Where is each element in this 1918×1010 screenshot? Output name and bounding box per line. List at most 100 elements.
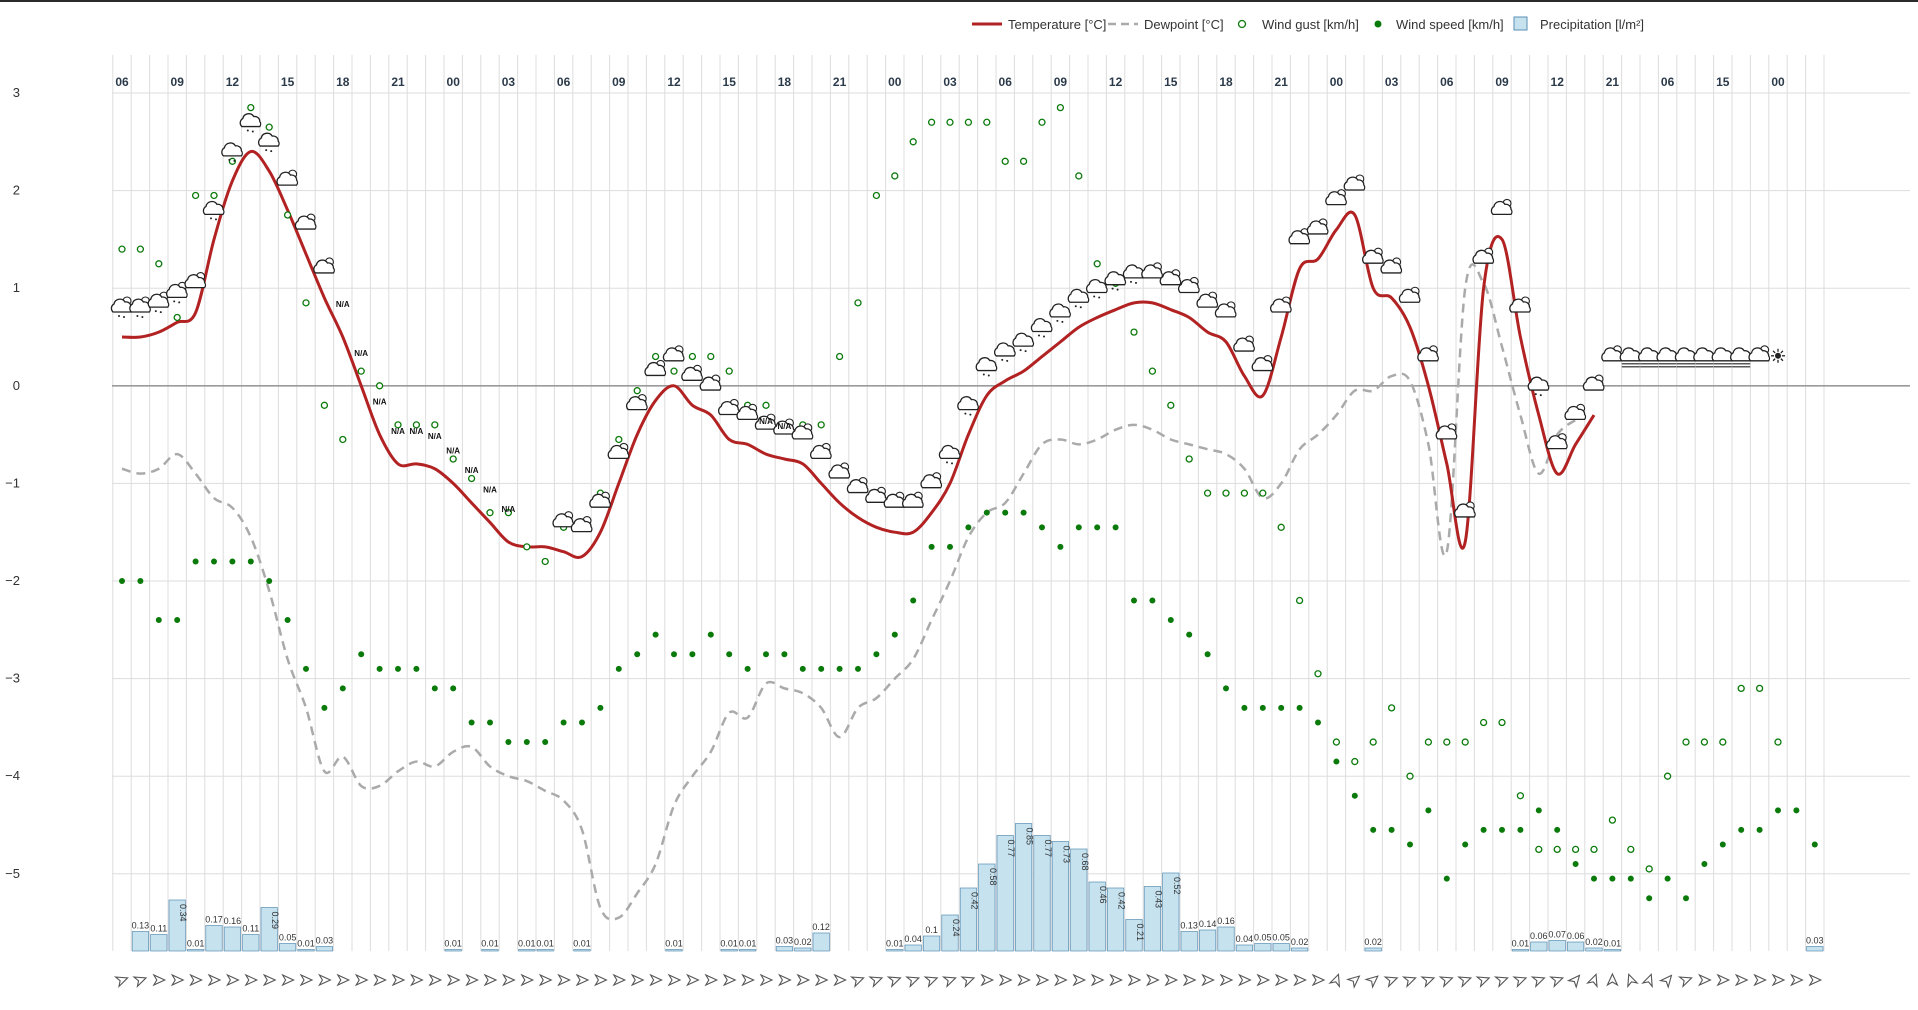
- wind-direction-arrow: [428, 973, 443, 987]
- wind-direction-arrow: [1182, 973, 1197, 987]
- snowflake: [1093, 295, 1096, 298]
- gust-point: [762, 401, 770, 409]
- speed-point: [1370, 826, 1377, 833]
- wind-direction-arrow: [704, 973, 719, 987]
- precip-label: 0.01: [297, 939, 315, 949]
- arrow-shape: [778, 973, 792, 987]
- arrow-shape: [833, 973, 847, 987]
- wind-direction-arrow: [299, 973, 314, 987]
- gust-point: [173, 313, 181, 322]
- cloud-shape: [920, 474, 943, 489]
- gust-point: [228, 157, 237, 165]
- cloud-shape: [1049, 303, 1071, 318]
- arrow-shape: [649, 973, 663, 987]
- temperature-line: [121, 150, 1596, 559]
- wind-direction-arrow: [1627, 973, 1639, 989]
- precip-label: 0.06: [1530, 931, 1548, 941]
- speed-point: [634, 651, 641, 658]
- arrow-shape: [1328, 973, 1341, 989]
- partly-cloudy-icon: [1362, 247, 1384, 264]
- cloud-shape: [1178, 279, 1200, 294]
- snowflake: [1061, 320, 1064, 323]
- gust-point: [835, 352, 844, 361]
- gust-point: [891, 172, 899, 180]
- speed-point: [1057, 543, 1064, 550]
- arrow-shape: [575, 973, 590, 987]
- speed-point: [910, 597, 917, 604]
- na-label: N/A: [354, 349, 368, 358]
- cloud-shape: [202, 200, 225, 216]
- precip-bar: [1272, 943, 1290, 952]
- speed-point: [1811, 841, 1818, 848]
- na-label: N/A: [391, 427, 405, 436]
- snowflake: [1135, 281, 1137, 284]
- speed-point: [1425, 807, 1432, 814]
- partly-cloudy-snow-icon: [110, 296, 133, 318]
- arrow-shape: [1566, 974, 1581, 989]
- snowflake: [154, 310, 157, 313]
- cloud-shape: [239, 113, 262, 128]
- gust-point: [1332, 738, 1341, 746]
- speed-point: [891, 631, 898, 638]
- precip-bar: [941, 914, 959, 952]
- hour-label: 12: [226, 75, 240, 89]
- wind-direction-arrow: [1219, 973, 1234, 987]
- partly-cloudy-icon: [810, 442, 832, 460]
- gust-point: [1019, 157, 1028, 165]
- cloud-shape: [1509, 298, 1531, 313]
- wind-direction-arrow: [113, 976, 129, 989]
- precip-label: 0.21: [1135, 924, 1145, 942]
- hour-label: 15: [723, 75, 737, 89]
- speed-point: [560, 719, 567, 726]
- legend-dewpoint-label: Dewpoint [°C]: [1144, 17, 1224, 32]
- gust-point: [1277, 523, 1285, 531]
- gust-point: [394, 421, 402, 429]
- snowflake: [964, 412, 967, 415]
- precip-label: 0.01: [886, 939, 904, 949]
- y-tick-label: 3: [13, 85, 20, 100]
- partly-cloudy-icon: [1178, 276, 1200, 294]
- precip-label: 0.03: [776, 936, 794, 946]
- wind-direction-arrow: [1790, 973, 1804, 987]
- gust-point: [1075, 172, 1083, 180]
- speed-point: [1296, 704, 1303, 711]
- cloud-shape: [184, 274, 207, 289]
- precip-bar: [739, 949, 757, 952]
- speed-point: [928, 543, 935, 550]
- precip-label: 0.13: [1180, 921, 1198, 931]
- cloud-shape: [938, 444, 961, 460]
- precip-label: 0.05: [279, 933, 297, 943]
- precip-label: 0.14: [1199, 919, 1217, 929]
- hour-label: 18: [1219, 75, 1233, 89]
- sun-ray: [1780, 350, 1784, 354]
- speed-point: [947, 543, 953, 550]
- speed-point: [1627, 875, 1634, 882]
- gust-point: [872, 191, 881, 200]
- partly-cloudy-icon: [791, 423, 814, 440]
- precip-label: 0.77: [1006, 840, 1016, 858]
- snowflake: [178, 301, 181, 304]
- wind-direction-arrow: [1677, 976, 1693, 989]
- arrow-shape: [941, 976, 957, 989]
- gust-point: [283, 211, 292, 219]
- precip-label: 0.29: [270, 912, 280, 930]
- wind-direction-arrow: [759, 973, 774, 987]
- cloud-snow-icon: [1122, 264, 1145, 284]
- precip-bar: [223, 926, 241, 952]
- precip-label: 0.11: [150, 924, 167, 934]
- precip-bar: [1235, 944, 1253, 952]
- gust-point: [1682, 738, 1690, 746]
- legend-speed-swatch: [1374, 20, 1382, 28]
- snowflake: [969, 413, 972, 416]
- wind-direction-arrow: [132, 976, 148, 989]
- wind-direction-arrow: [446, 973, 461, 987]
- partly-cloudy-icon: [662, 345, 685, 362]
- cloud-shape: [1527, 376, 1550, 391]
- gust-point: [688, 352, 697, 361]
- partly-cloudy-icon: [828, 462, 851, 479]
- precip-bar: [812, 932, 830, 952]
- partly-cloudy-icon: [552, 511, 575, 528]
- partly-cloudy-icon: [607, 442, 630, 460]
- speed-point: [1554, 826, 1561, 833]
